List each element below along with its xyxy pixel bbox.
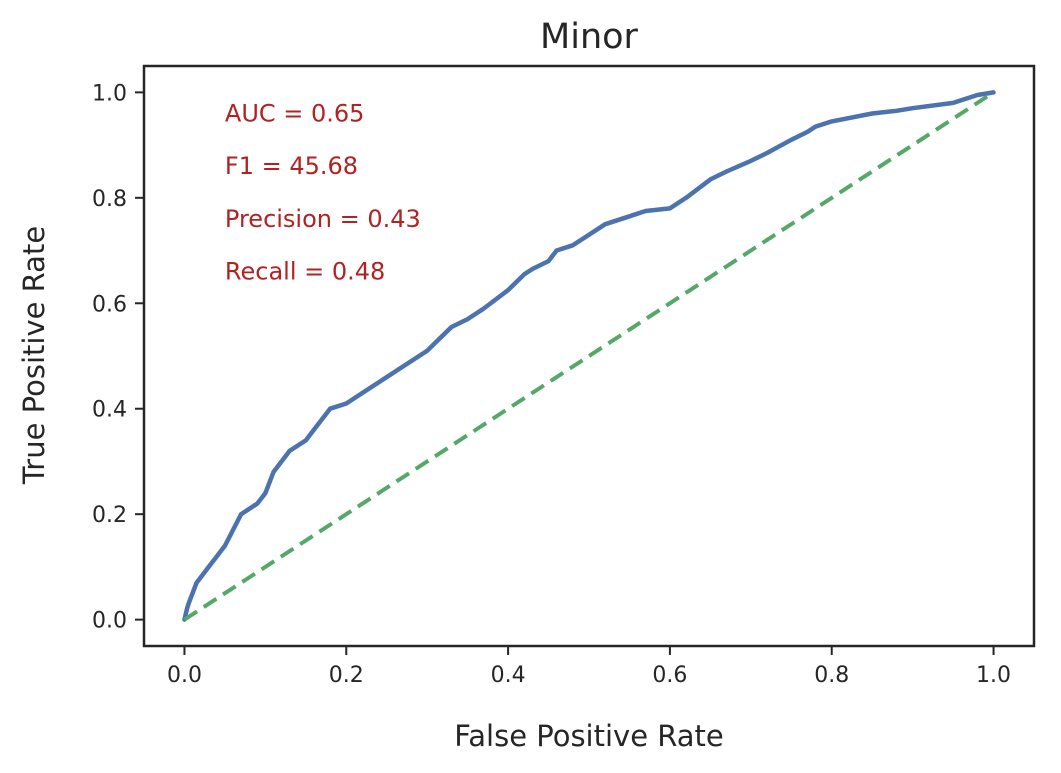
precision-annotation: Precision = 0.43: [225, 205, 421, 233]
y-tick-label: 0.0: [92, 609, 127, 634]
x-tick-label: 0.6: [652, 663, 687, 688]
plot-frame: [142, 64, 1036, 648]
f1-annotation: F1 = 45.68: [225, 152, 358, 180]
x-tick-label: 0.8: [814, 663, 849, 688]
x-tick-label: 0.4: [491, 663, 526, 688]
plot-area: 0.0 0.2 0.4 0.6 0.8 1.0 0.0 0.2 0.4 0.6 0.8 1.0 AUC …: [92, 64, 1036, 688]
chart-title: Minor: [540, 17, 639, 57]
y-tick-label: 0.2: [92, 503, 127, 528]
auc-annotation: AUC = 0.65: [225, 99, 365, 127]
y-tick-label: 0.6: [92, 292, 127, 317]
x-tick-label: 0.2: [329, 663, 364, 688]
y-axis-label: True Positive Rate: [17, 226, 51, 485]
x-axis-label: False Positive Rate: [454, 719, 724, 753]
y-tick-label: 0.8: [92, 187, 127, 212]
x-tick-label: 1.0: [976, 663, 1011, 688]
x-tick-label: 0.0: [167, 663, 202, 688]
recall-annotation: Recall = 0.48: [225, 258, 385, 286]
roc-curve-line: [182, 90, 996, 622]
y-tick-label: 0.4: [92, 398, 127, 423]
y-tick-label: 1.0: [92, 81, 127, 106]
